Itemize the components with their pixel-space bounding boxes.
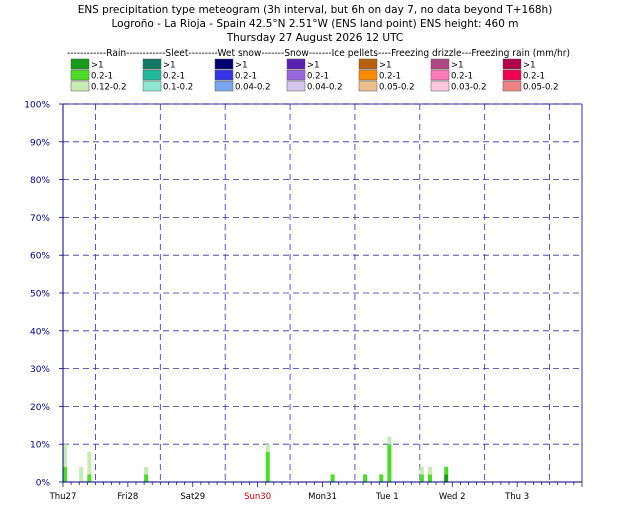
- precip-bar-segment: [379, 474, 384, 482]
- legend-label: 0.04-0.2: [235, 83, 271, 93]
- legend-label: >1: [163, 61, 176, 71]
- y-tick-label: 10%: [30, 441, 50, 451]
- legend-swatch: [430, 69, 450, 81]
- grid: [63, 103, 582, 482]
- legend-label: 0.2-1: [379, 72, 401, 82]
- legend-label: >1: [91, 61, 104, 71]
- legend-swatch: [142, 80, 162, 92]
- legend-label: >1: [451, 61, 464, 71]
- x-tick-label: Sat29: [180, 492, 205, 502]
- legend-swatch: [286, 80, 306, 92]
- legend-swatch: [358, 58, 378, 70]
- y-tick-labels: 0% 10% 20% 30% 40% 50% 60% 70% 80% 90% 100%: [24, 101, 50, 489]
- legend-label: 0.2-1: [451, 72, 473, 82]
- precip-bar-segment: [63, 444, 68, 467]
- legend-swatch: [70, 69, 90, 81]
- y-tick-label: 50%: [30, 290, 50, 300]
- legend-swatch: [502, 58, 522, 70]
- chart-title-line-3: Thursday 27 August 2026 12 UTC: [226, 32, 404, 44]
- y-tick-label: 60%: [30, 252, 50, 262]
- legend-swatch: [142, 58, 162, 70]
- legend-header: ------------Rain------------Sleet-------…: [67, 48, 570, 59]
- y-tick-label: 80%: [30, 176, 50, 186]
- legend-label: 0.12-0.2: [91, 83, 127, 93]
- legend-swatch: [214, 69, 234, 81]
- legend-swatch: [286, 69, 306, 81]
- y-tick-label: 20%: [30, 403, 50, 413]
- legend-label: 0.2-1: [163, 72, 185, 82]
- legend-label: 0.2-1: [91, 72, 113, 82]
- legend-swatch: [502, 80, 522, 92]
- legend-label: 0.2-1: [307, 72, 329, 82]
- y-tick-label: 100%: [24, 101, 50, 111]
- precip-bar-segment: [79, 466, 84, 482]
- x-tick-label: Tue 1: [375, 492, 399, 502]
- y-tick-label: 70%: [30, 214, 50, 224]
- precip-bar-segment: [87, 451, 92, 475]
- legend-swatch: [214, 58, 234, 70]
- x-tick-label: Thu 3: [504, 492, 529, 502]
- legend-swatch: [358, 69, 378, 81]
- legend-label: 0.05-0.2: [523, 83, 559, 93]
- precip-bar-segment: [330, 474, 335, 482]
- x-tick-label: Thu27: [49, 492, 77, 502]
- chart-title-line-2: Logroño - La Rioja - Spain 42.5°N 2.51°W…: [112, 18, 519, 30]
- x-tick-labels: Thu27 Fri28 Sat29 Sun30 Mon31 Tue 1 Wed 2 Thu 3: [49, 492, 530, 502]
- precip-bar-segment: [144, 474, 149, 482]
- precip-bar-segment: [444, 474, 449, 482]
- legend: >10.2-10.12-0.2>10.2-10.1-0.2>10.2-10.04…: [70, 58, 559, 93]
- precip-bar-segment: [387, 444, 392, 482]
- precip-bar-segment: [87, 474, 92, 482]
- chart-title-line-1: ENS precipitation type meteogram (3h int…: [78, 4, 553, 16]
- legend-swatch: [358, 80, 378, 92]
- precip-bar-segment: [444, 466, 449, 475]
- legend-label: >1: [307, 61, 320, 71]
- legend-label: 0.2-1: [523, 72, 545, 82]
- legend-swatch: [502, 69, 522, 81]
- precip-bar-segment: [265, 451, 270, 482]
- legend-label: >1: [235, 61, 248, 71]
- legend-label: 0.03-0.2: [451, 83, 487, 93]
- legend-label: 0.05-0.2: [379, 83, 415, 93]
- legend-swatch: [142, 69, 162, 81]
- precip-bar-segment: [387, 436, 392, 445]
- legend-label: >1: [523, 61, 536, 71]
- legend-swatch: [430, 80, 450, 92]
- precip-bar-segment: [144, 466, 149, 475]
- legend-swatch: [70, 80, 90, 92]
- precip-bar-segment: [265, 444, 270, 452]
- legend-swatch: [286, 58, 306, 70]
- legend-label: 0.2-1: [235, 72, 257, 82]
- y-tick-label: 30%: [30, 365, 50, 375]
- y-tick-label: 40%: [30, 327, 50, 337]
- precip-bar-segment: [363, 474, 368, 482]
- chart-title: ENS precipitation type meteogram (3h int…: [78, 4, 553, 44]
- legend-label: 0.04-0.2: [307, 83, 343, 93]
- legend-swatch: [430, 58, 450, 70]
- precip-bar-segment: [427, 466, 432, 475]
- x-tick-label: Mon31: [308, 492, 337, 502]
- precip-bar-segment: [63, 466, 68, 482]
- axes: [59, 103, 583, 487]
- x-tick-label: Wed 2: [439, 492, 466, 502]
- x-tick-label: Sun30: [244, 492, 271, 502]
- legend-label: >1: [379, 61, 392, 71]
- precip-bar-segment: [419, 474, 424, 482]
- precip-bar-segment: [419, 466, 424, 475]
- legend-swatch: [70, 58, 90, 70]
- legend-label: 0.1-0.2: [163, 83, 193, 93]
- legend-swatch: [214, 80, 234, 92]
- bars: [63, 436, 449, 482]
- precip-bar-segment: [427, 474, 432, 482]
- y-tick-label: 0%: [36, 479, 51, 489]
- x-tick-label: Fri28: [117, 492, 138, 502]
- y-tick-label: 90%: [30, 138, 50, 148]
